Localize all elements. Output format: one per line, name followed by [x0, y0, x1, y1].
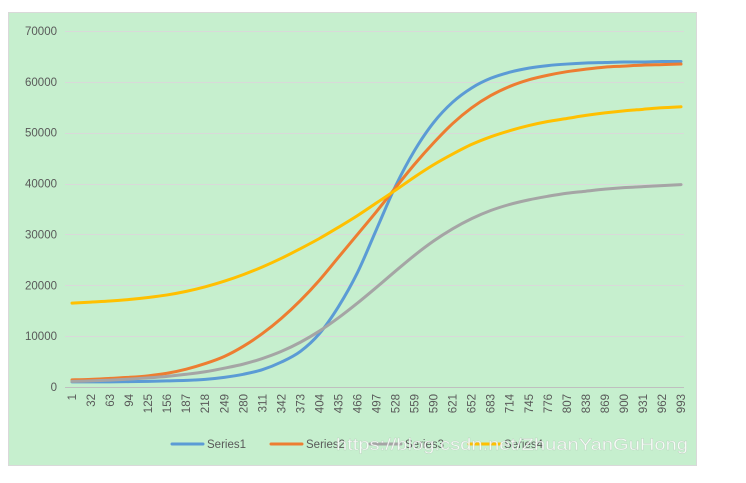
y-tick-label: 30000	[25, 229, 57, 241]
series-line-2	[70, 62, 683, 382]
x-tick-label: 280	[238, 394, 250, 413]
legend-item-series-4: Series4	[467, 439, 544, 451]
legend-label: Series3	[405, 439, 444, 451]
x-tick-label: 125	[143, 394, 155, 413]
legend-item-series-1: Series1	[170, 439, 246, 451]
watermark: https://blog.csdn.net/ZhuanYanGuHong	[336, 435, 688, 454]
x-tick-label: 559	[410, 394, 422, 413]
x-tick-label: 342	[276, 394, 288, 413]
legend: Series1 Series2 Series3 Series4	[170, 439, 544, 451]
x-tick-label: 528	[391, 394, 403, 413]
y-tick-label: 70000	[25, 26, 57, 38]
gridlines	[65, 31, 684, 388]
x-tick-label: 218	[200, 394, 212, 413]
legend-label: Series1	[207, 439, 246, 451]
x-axis: 1 32 63 94 125 156 187 218 249 280 311 342 373 404 435…	[67, 393, 688, 413]
x-tick-label: 497	[372, 394, 384, 413]
x-tick-label: 745	[524, 394, 536, 413]
x-tick-label: 373	[295, 394, 307, 413]
x-tick-label: 900	[619, 394, 631, 413]
x-tick-label: 187	[181, 394, 193, 413]
series-line-3	[70, 183, 683, 383]
x-tick-label: 776	[543, 394, 555, 413]
x-tick-label: 32	[86, 394, 98, 407]
x-tick-label: 683	[486, 394, 498, 413]
legend-item-series-3: Series3	[368, 439, 444, 451]
x-tick-label: 621	[448, 394, 460, 413]
y-tick-label: 20000	[25, 280, 57, 292]
x-tick-label: 652	[467, 394, 479, 413]
x-tick-label: 931	[638, 394, 650, 413]
x-tick-label: 807	[562, 394, 574, 413]
y-tick-label: 10000	[25, 331, 57, 343]
series-line-4	[70, 105, 683, 305]
x-tick-label: 962	[657, 394, 669, 413]
series-line-1	[70, 59, 683, 384]
x-tick-label: 404	[314, 393, 326, 413]
y-tick-label: 60000	[25, 77, 57, 89]
legend-label: Series4	[504, 439, 544, 451]
x-tick-label: 435	[333, 394, 345, 413]
x-tick-label: 156	[162, 394, 174, 413]
x-tick-label: 466	[352, 394, 364, 413]
x-tick-label: 714	[505, 393, 517, 413]
x-tick-label: 63	[105, 394, 117, 407]
y-tick-label: 50000	[25, 128, 57, 140]
legend-label: Series2	[306, 439, 345, 451]
x-tick-label: 993	[676, 394, 688, 413]
x-tick-label: 311	[257, 394, 269, 412]
y-axis: 0 10000 20000 30000 40000 50000 60000 70000	[25, 26, 57, 394]
x-tick-label: 838	[581, 394, 593, 413]
y-tick-label: 0	[51, 382, 57, 394]
x-tick-label: 590	[429, 394, 441, 413]
plot-series	[70, 59, 683, 384]
x-tick-label: 1	[67, 394, 79, 400]
x-tick-label: 869	[600, 394, 612, 413]
x-tick-label: 94	[124, 393, 136, 406]
x-tick-label: 249	[219, 394, 231, 413]
legend-item-series-2: Series2	[269, 439, 345, 451]
y-tick-label: 40000	[25, 179, 57, 191]
